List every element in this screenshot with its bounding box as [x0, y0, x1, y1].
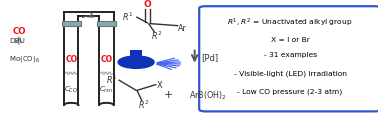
Text: - Low CO pressure (2-3 atm): - Low CO pressure (2-3 atm)	[237, 87, 343, 94]
Text: DBU: DBU	[9, 37, 25, 43]
Text: CO: CO	[100, 55, 113, 63]
FancyBboxPatch shape	[62, 22, 81, 27]
Text: Mo(CO)$_6$: Mo(CO)$_6$	[9, 53, 40, 63]
Bar	[130, 51, 142, 57]
Text: $R^1$: $R^1$	[122, 11, 133, 23]
Text: CO: CO	[65, 55, 77, 63]
Text: $R^2$: $R^2$	[151, 30, 162, 42]
Text: O: O	[144, 0, 151, 9]
FancyBboxPatch shape	[97, 22, 116, 27]
Bar	[101, 27, 113, 104]
Text: $R^1$: $R^1$	[106, 73, 117, 85]
Text: +: +	[164, 89, 173, 99]
Text: $R^2$: $R^2$	[138, 98, 149, 110]
Text: - 31 examples: - 31 examples	[263, 52, 317, 58]
Text: X = I or Br: X = I or Br	[271, 36, 310, 42]
Text: $C_{rxn}$: $C_{rxn}$	[99, 84, 114, 94]
Text: ArB(OH)$_2$: ArB(OH)$_2$	[189, 89, 227, 101]
Text: $R^1$, $R^2$ = Unactivated alkyl group: $R^1$, $R^2$ = Unactivated alkyl group	[228, 16, 353, 29]
Text: - Visible-light (LED) irradiation: - Visible-light (LED) irradiation	[234, 69, 347, 76]
Text: X: X	[156, 80, 163, 89]
Text: [Pd]: [Pd]	[201, 53, 218, 62]
Text: Ar: Ar	[178, 24, 187, 33]
Text: $C_{CO}$: $C_{CO}$	[64, 84, 78, 94]
Ellipse shape	[118, 56, 154, 69]
Bar	[65, 27, 77, 104]
Text: CO: CO	[12, 27, 26, 36]
FancyBboxPatch shape	[199, 7, 378, 111]
